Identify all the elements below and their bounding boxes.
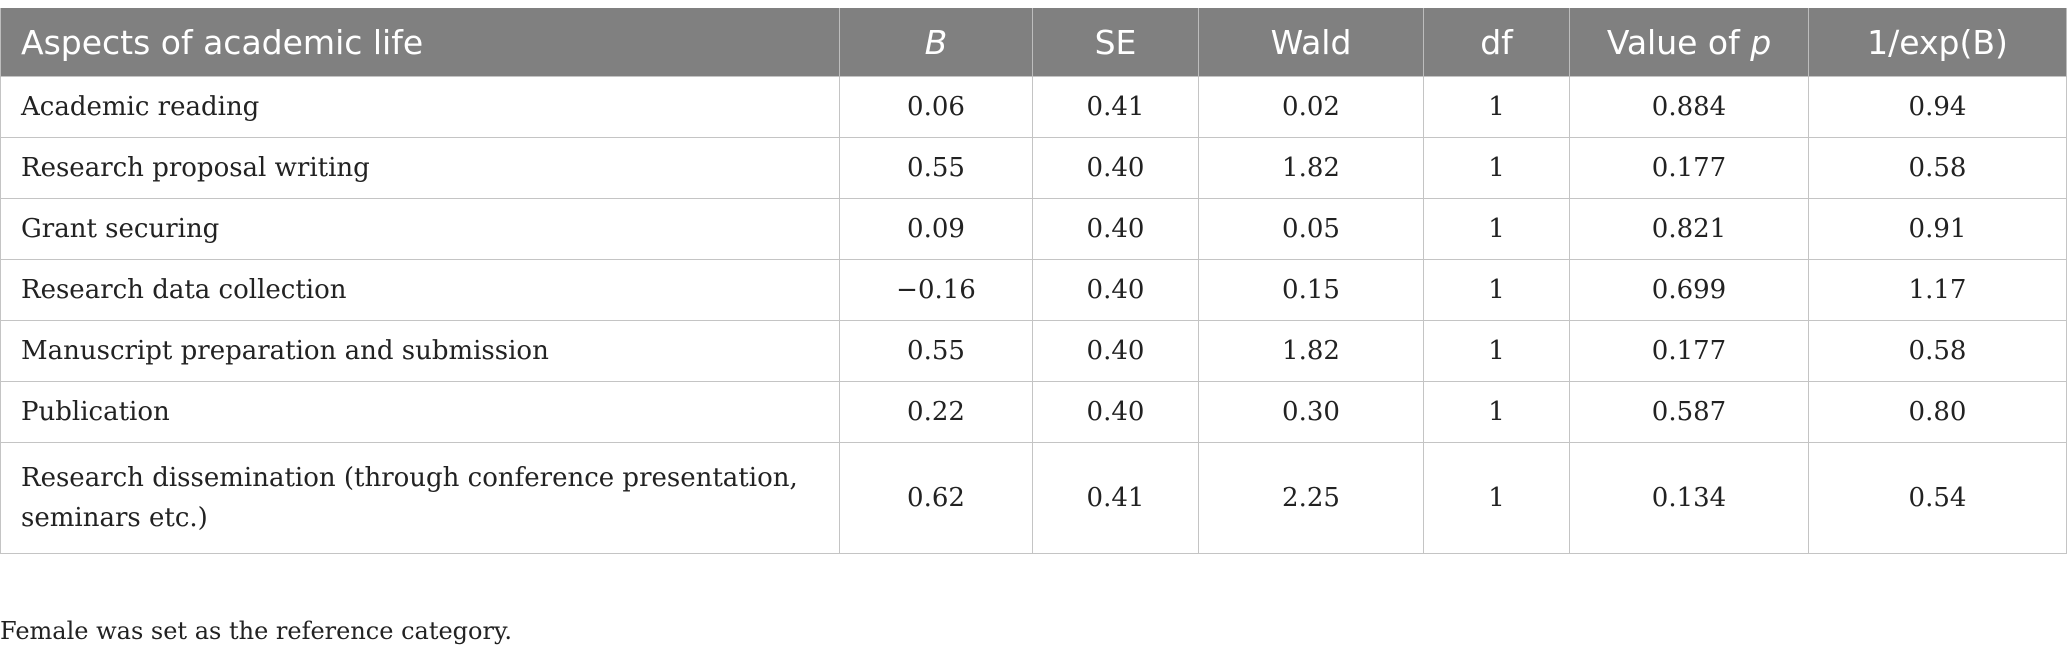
cell-exp: 1.17 <box>1808 259 2067 321</box>
cell-wald: 2.25 <box>1198 442 1424 554</box>
header-b: B <box>839 8 1033 77</box>
cell-aspect: Grant securing <box>0 198 840 260</box>
cell-exp: 0.58 <box>1808 320 2067 382</box>
table-header: Aspects of academic life B SE Wald df Va… <box>0 8 2067 77</box>
cell-df: 1 <box>1423 76 1570 138</box>
cell-aspect: Research data collection <box>0 259 840 321</box>
cell-wald: 0.15 <box>1198 259 1424 321</box>
cell-aspect: Research dissemination (through conferen… <box>0 442 840 554</box>
cell-wald: 0.02 <box>1198 76 1424 138</box>
header-p-prefix: Value of <box>1606 22 1751 62</box>
header-p-value: Value of p <box>1569 8 1809 77</box>
cell-wald: 0.30 <box>1198 381 1424 443</box>
cell-aspect: Research proposal writing <box>0 137 840 199</box>
cell-b: −0.16 <box>839 259 1033 321</box>
cell-wald: 1.82 <box>1198 137 1424 199</box>
cell-aspect: Manuscript preparation and submission <box>0 320 840 382</box>
cell-se: 0.40 <box>1032 198 1199 260</box>
cell-exp: 0.94 <box>1808 76 2067 138</box>
cell-se: 0.40 <box>1032 381 1199 443</box>
table-body: Academic reading 0.06 0.41 0.02 1 0.884 … <box>0 76 2067 554</box>
header-df: df <box>1423 8 1570 77</box>
cell-df: 1 <box>1423 381 1570 443</box>
cell-df: 1 <box>1423 198 1570 260</box>
header-p-var: p <box>1750 22 1772 62</box>
header-wald: Wald <box>1198 8 1424 77</box>
cell-b: 0.09 <box>839 198 1033 260</box>
header-b-text: B <box>924 22 948 62</box>
cell-p: 0.177 <box>1569 137 1809 199</box>
cell-exp: 0.58 <box>1808 137 2067 199</box>
table-row: Grant securing 0.09 0.40 0.05 1 0.821 0.… <box>0 198 2067 260</box>
cell-p: 0.884 <box>1569 76 1809 138</box>
cell-p: 0.177 <box>1569 320 1809 382</box>
cell-b: 0.06 <box>839 76 1033 138</box>
cell-df: 1 <box>1423 259 1570 321</box>
header-row: Aspects of academic life B SE Wald df Va… <box>0 8 2067 77</box>
cell-p: 0.699 <box>1569 259 1809 321</box>
table-row: Manuscript preparation and submission 0.… <box>0 320 2067 382</box>
cell-se: 0.41 <box>1032 76 1199 138</box>
cell-exp: 0.54 <box>1808 442 2067 554</box>
cell-df: 1 <box>1423 137 1570 199</box>
cell-df: 1 <box>1423 442 1570 554</box>
cell-b: 0.62 <box>839 442 1033 554</box>
cell-se: 0.41 <box>1032 442 1199 554</box>
cell-b: 0.55 <box>839 137 1033 199</box>
cell-p: 0.587 <box>1569 381 1809 443</box>
header-inverse-exp-b: 1/exp(B) <box>1808 8 2067 77</box>
cell-wald: 1.82 <box>1198 320 1424 382</box>
table-row: Research data collection −0.16 0.40 0.15… <box>0 259 2067 321</box>
cell-exp: 0.80 <box>1808 381 2067 443</box>
table-row: Research dissemination (through conferen… <box>0 442 2067 554</box>
cell-se: 0.40 <box>1032 137 1199 199</box>
header-aspects: Aspects of academic life <box>0 8 840 77</box>
cell-df: 1 <box>1423 320 1570 382</box>
cell-b: 0.55 <box>839 320 1033 382</box>
cell-wald: 0.05 <box>1198 198 1424 260</box>
cell-exp: 0.91 <box>1808 198 2067 260</box>
cell-se: 0.40 <box>1032 259 1199 321</box>
cell-b: 0.22 <box>839 381 1033 443</box>
cell-aspect: Academic reading <box>0 76 840 138</box>
cell-p: 0.821 <box>1569 198 1809 260</box>
table-row: Publication 0.22 0.40 0.30 1 0.587 0.80 <box>0 381 2067 443</box>
table-row: Research proposal writing 0.55 0.40 1.82… <box>0 137 2067 199</box>
table-row: Academic reading 0.06 0.41 0.02 1 0.884 … <box>0 76 2067 138</box>
regression-table: Aspects of academic life B SE Wald df Va… <box>0 8 2067 554</box>
cell-se: 0.40 <box>1032 320 1199 382</box>
cell-aspect: Publication <box>0 381 840 443</box>
header-se: SE <box>1032 8 1199 77</box>
table-footnote: Female was set as the reference category… <box>0 617 512 645</box>
regression-table-container: Aspects of academic life B SE Wald df Va… <box>0 8 2067 554</box>
cell-p: 0.134 <box>1569 442 1809 554</box>
